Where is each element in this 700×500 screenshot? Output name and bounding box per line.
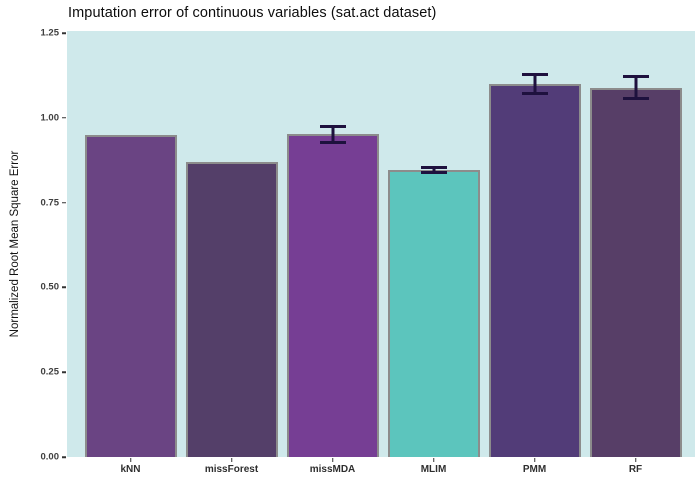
- error-bar-cap: [622, 74, 649, 78]
- x-axis-label-RF: RF: [628, 464, 643, 475]
- x-axis-tick-mark: [432, 458, 435, 462]
- error-bar-line: [432, 165, 435, 175]
- y-axis-tick-label: 0.50: [40, 281, 60, 293]
- bar-missMDA: [286, 134, 379, 457]
- error-bar-cap: [521, 91, 548, 95]
- error-bar-cap: [319, 124, 346, 128]
- y-axis-tick-mark: [62, 286, 66, 289]
- plot-panel: [67, 31, 695, 457]
- bar-MLIM: [387, 170, 480, 457]
- error-bar-PMM: [521, 73, 548, 95]
- x-axis-tick-mark: [331, 458, 334, 462]
- bar-PMM: [488, 83, 581, 457]
- x-axis-label-kNN: kNN: [120, 464, 141, 475]
- x-axis-label-missForest: missForest: [204, 464, 259, 475]
- error-bar-line: [331, 124, 334, 145]
- error-bar-RF: [622, 74, 649, 101]
- y-axis-tick-mark: [62, 201, 66, 204]
- y-axis-tick-label: 1.25: [40, 27, 60, 39]
- x-axis-label-missMDA: missMDA: [309, 464, 356, 475]
- y-axis-tick-mark: [62, 32, 66, 34]
- x-axis-label-MLIM: MLIM: [420, 464, 447, 475]
- x-axis-label-PMM: PMM: [522, 464, 547, 475]
- error-bar-line: [634, 74, 637, 101]
- error-bar-cap: [319, 141, 346, 145]
- y-axis-tick-label: 1.00: [40, 112, 60, 124]
- y-axis-tick-mark: [62, 371, 66, 373]
- x-axis-tick-mark: [533, 458, 536, 462]
- y-axis-tick-label: 0.25: [40, 366, 60, 378]
- y-axis-tick-mark: [62, 456, 66, 458]
- y-axis-tick-label: 0.00: [40, 451, 60, 463]
- error-bar-cap: [622, 97, 649, 101]
- bar-RF: [589, 87, 682, 457]
- bar-kNN: [84, 135, 177, 457]
- y-axis-title: Normalized Root Mean Square Error: [9, 150, 21, 338]
- x-axis-tick-mark: [129, 458, 132, 462]
- error-bar-MLIM: [420, 165, 447, 175]
- x-axis-tick-mark: [230, 458, 233, 462]
- y-axis-tick-label: 0.75: [40, 197, 60, 209]
- y-axis-tick-mark: [62, 117, 66, 119]
- error-bar-line: [533, 73, 536, 95]
- error-bar-cap: [420, 171, 447, 175]
- error-bar-missMDA: [319, 124, 346, 145]
- x-axis-tick-mark: [634, 458, 637, 462]
- error-bar-cap: [521, 73, 548, 77]
- chart-title: Imputation error of continuous variables…: [68, 5, 437, 21]
- error-bar-cap: [420, 165, 447, 169]
- bar-missForest: [185, 161, 278, 457]
